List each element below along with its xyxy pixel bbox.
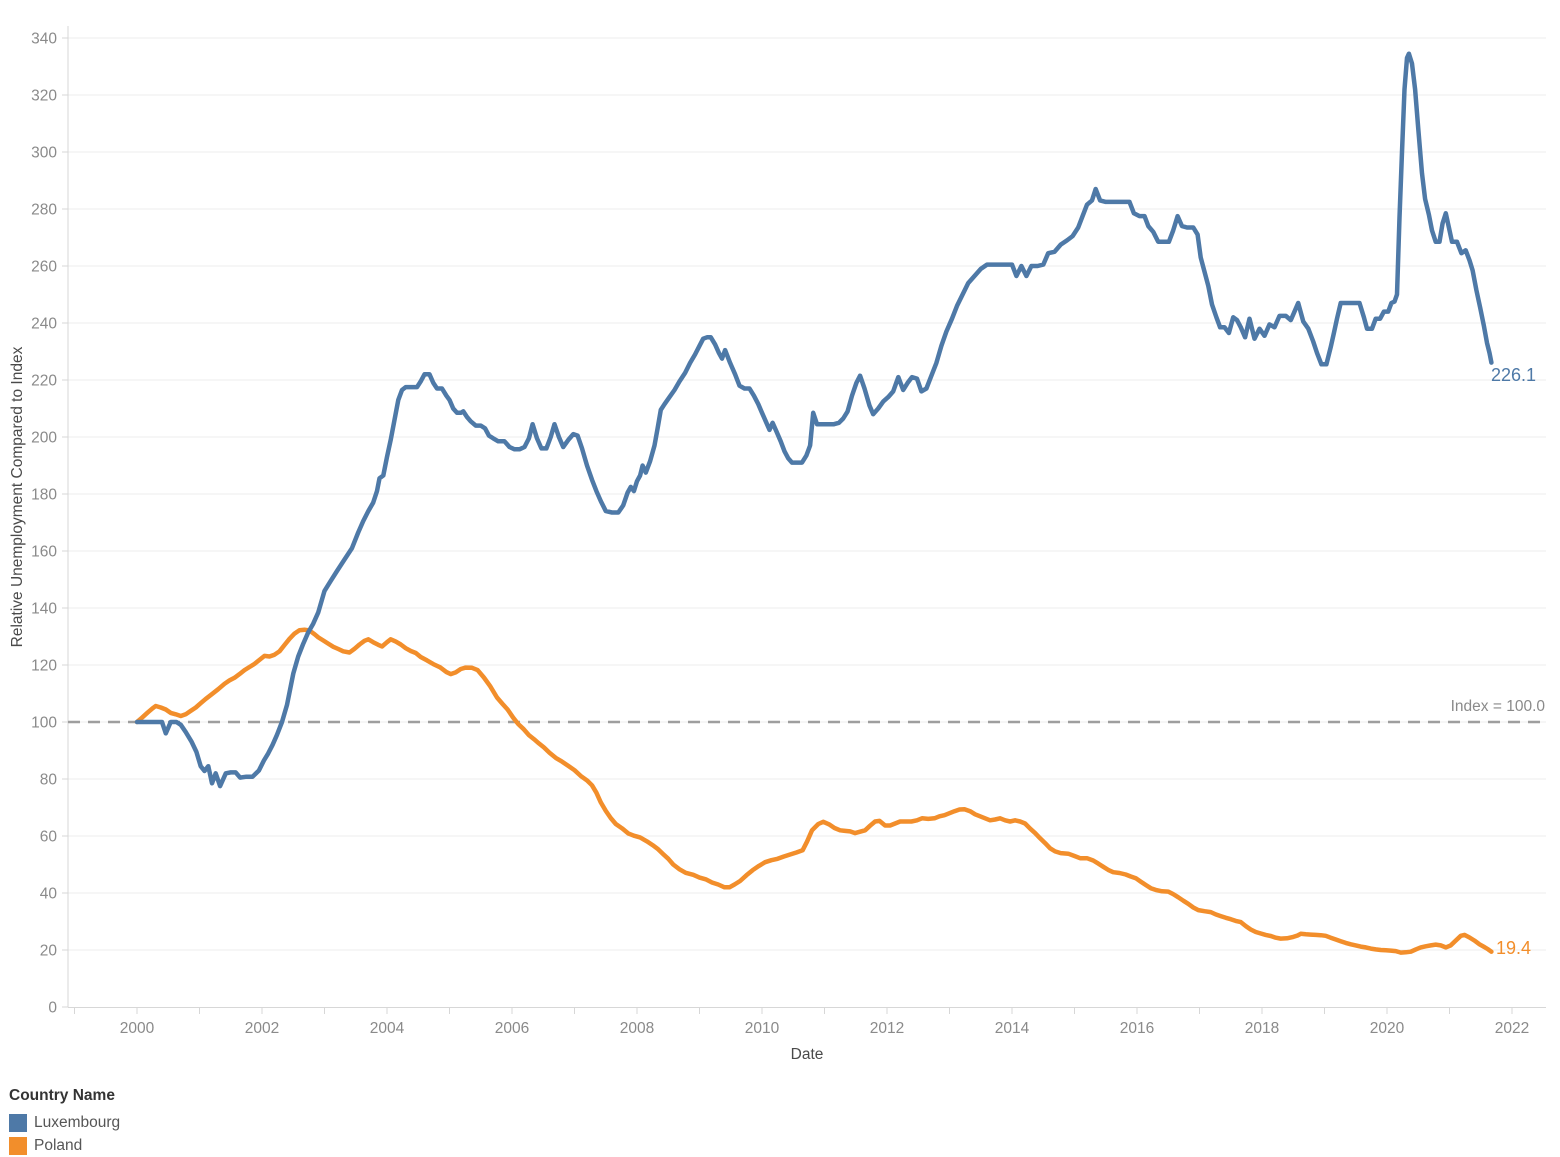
svg-text:340: 340 — [31, 31, 57, 48]
x-axis-title: Date — [790, 1046, 824, 1063]
svg-text:240: 240 — [31, 316, 57, 333]
svg-text:2014: 2014 — [995, 1020, 1030, 1037]
svg-text:2004: 2004 — [370, 1020, 405, 1037]
svg-text:80: 80 — [40, 772, 58, 789]
svg-text:280: 280 — [31, 202, 57, 219]
svg-text:180: 180 — [31, 487, 57, 504]
legend-item-label: Luxembourg — [34, 1113, 121, 1131]
svg-text:320: 320 — [31, 88, 57, 105]
svg-text:160: 160 — [31, 544, 57, 561]
svg-text:2012: 2012 — [870, 1020, 904, 1037]
end-label-luxembourg: 226.1 — [1491, 365, 1537, 385]
reference-line-label: Index = 100.0 — [1450, 698, 1545, 715]
svg-text:260: 260 — [31, 259, 57, 276]
svg-text:120: 120 — [31, 658, 57, 675]
legend-item-luxembourg[interactable]: Luxembourg — [9, 1111, 120, 1134]
svg-text:200: 200 — [31, 430, 57, 447]
luxembourg-swatch-icon — [9, 1113, 27, 1132]
svg-text:2000: 2000 — [120, 1020, 155, 1037]
svg-text:20: 20 — [40, 943, 58, 960]
legend-title: Country Name — [9, 1087, 115, 1104]
svg-text:140: 140 — [31, 601, 57, 618]
svg-text:2002: 2002 — [245, 1020, 279, 1037]
svg-text:2006: 2006 — [495, 1020, 529, 1037]
svg-text:60: 60 — [40, 829, 58, 846]
svg-text:2016: 2016 — [1120, 1020, 1154, 1037]
svg-text:0: 0 — [48, 1000, 57, 1017]
end-label-poland: 19.4 — [1496, 938, 1532, 958]
svg-text:2010: 2010 — [745, 1020, 780, 1037]
svg-text:2018: 2018 — [1245, 1020, 1279, 1037]
svg-text:2020: 2020 — [1370, 1020, 1405, 1037]
svg-text:2008: 2008 — [620, 1020, 654, 1037]
svg-text:300: 300 — [31, 145, 57, 162]
svg-text:100: 100 — [31, 715, 57, 732]
svg-text:40: 40 — [40, 886, 58, 903]
svg-text:220: 220 — [31, 373, 57, 390]
legend: Country Name Luxembourg Poland — [9, 1087, 120, 1157]
legend-item-label: Poland — [34, 1136, 83, 1154]
legend-item-poland[interactable]: Poland — [9, 1134, 120, 1157]
y-axis-title: Relative Unemployment Compared to Index — [9, 346, 26, 648]
svg-text:2022: 2022 — [1495, 1020, 1529, 1037]
poland-swatch-icon — [9, 1136, 27, 1155]
